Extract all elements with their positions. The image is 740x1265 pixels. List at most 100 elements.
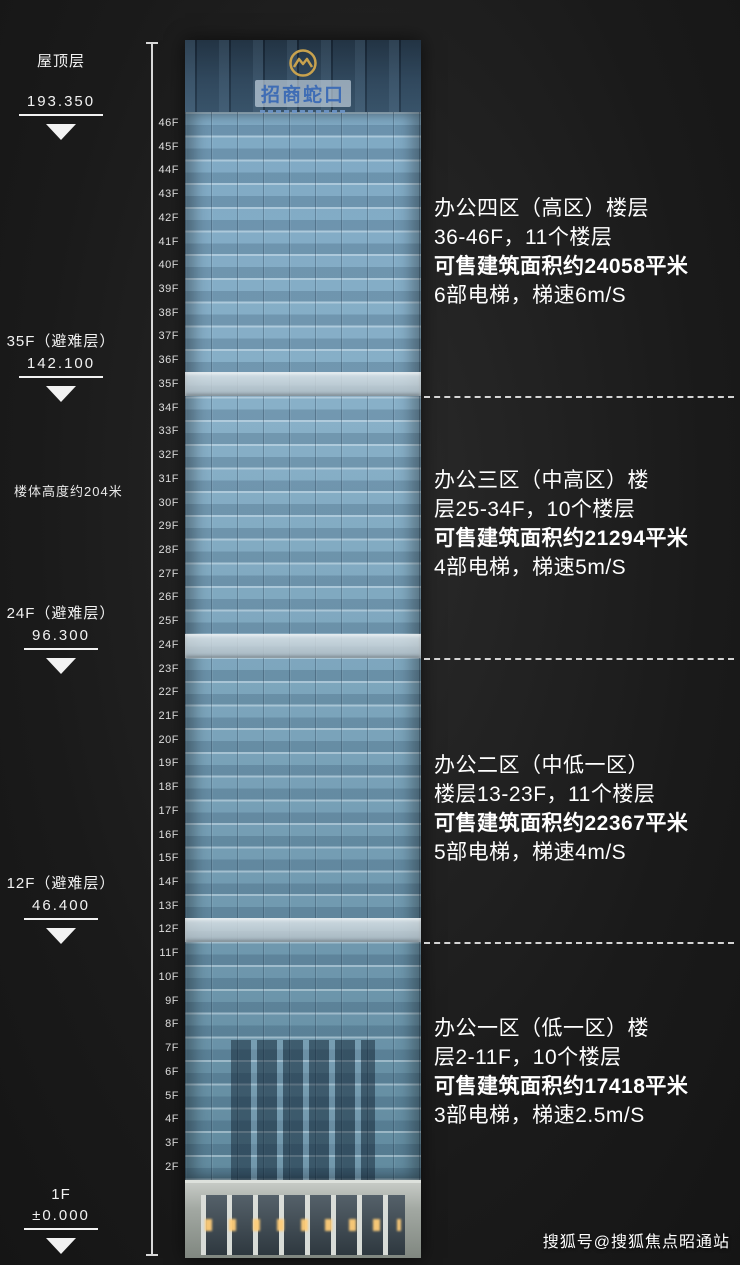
floor-label: 25F [158,615,179,628]
height-marker-label: 屋顶层 [36,53,85,70]
zone-divider-dashed-line [424,942,734,944]
floor-label: 4F [165,1113,179,1126]
floor-label: 23F [158,662,179,675]
building-crown: 招商蛇口 [185,40,421,113]
floor-label: 16F [158,828,179,841]
height-marker-label: 1F [51,1186,71,1203]
tower-facade [185,112,421,1180]
zone-area: 可售建筑面积约22367平米 [434,812,689,835]
floor-label: 10F [158,970,179,983]
zone-area: 可售建筑面积约24058平米 [434,255,689,278]
floor-label: 22F [158,686,179,699]
floor-scale: 46F 45F 44F 43F 42F 41F 40F 39F 38F 37F 36F 35F 34F 3… [154,0,181,1265]
floor-label: 26F [158,591,179,604]
height-marker-label: 12F（避难层） [6,875,116,892]
height-marker-1f: 1F ±0.000 [2,1186,120,1254]
down-arrow-icon [46,928,76,944]
zone-title: 办公三区（中高区）楼 [434,469,649,492]
height-marker-value: 96.300 [24,627,98,650]
floor-label: 6F [165,1065,179,1078]
logo-icon [289,49,317,77]
height-marker-value: ±0.000 [24,1207,98,1230]
height-marker-35f: 35F（避难层） 142.100 [2,330,120,402]
zone-floors: 36-46F，11个楼层 [434,226,613,249]
height-marker-24f: 24F（避难层） 96.300 [2,602,120,674]
floor-label: 31F [158,472,179,485]
floor-label: 29F [158,520,179,533]
floor-label: 36F [158,354,179,367]
refuge-band-24f [185,634,421,658]
zone-divider-dashed-line [424,658,734,660]
zone-floors: 层2-11F，10个楼层 [434,1046,622,1069]
floor-label: 20F [158,733,179,746]
floor-label: 7F [165,1042,179,1055]
height-marker-label: 24F（避难层） [6,605,116,622]
floor-label: 15F [158,852,179,865]
floor-label: 33F [158,425,179,438]
down-arrow-icon [46,386,76,402]
floor-label: 18F [158,781,179,794]
floor-label: 3F [165,1136,179,1149]
height-marker-value: 46.400 [24,897,98,920]
refuge-band-12f [185,918,421,942]
floor-label: 45F [158,140,179,153]
floor-label: 43F [158,188,179,201]
logo-subtext [259,110,346,113]
floor-label: 21F [158,710,179,722]
floor-label: 11F [159,947,179,960]
floor-label: 17F [158,804,179,817]
entrance [201,1195,405,1255]
floor-label: 28F [158,543,179,556]
floor-label: 12F [158,923,179,936]
floor-label: 19F [158,757,179,770]
floor-label: 46F [158,117,179,129]
zone-elevators: 3部电梯，梯速2.5m/S [434,1104,645,1127]
lower-dark-panels [231,1040,375,1180]
zone-info-office-4: 办公四区（高区）楼层 36-46F，11个楼层 可售建筑面积约24058平米 6… [434,194,736,310]
zone-title: 办公四区（高区）楼层 [434,197,649,220]
floor-label: 30F [158,496,179,509]
building-height-note: 楼体高度约204米 [14,484,123,499]
zone-area: 可售建筑面积约21294平米 [434,527,689,550]
floor-label: 9F [165,994,179,1007]
logo: 招商蛇口 [254,48,352,113]
watermark: 搜狐号@搜狐焦点昭通站 [542,1234,730,1251]
height-marker-value: 142.100 [18,355,104,378]
floor-label: 14F [158,876,179,889]
zone-info-office-1: 办公一区（低一区）楼 层2-11F，10个楼层 可售建筑面积约17418平米 3… [434,1014,736,1130]
zone-floors: 楼层13-23F，11个楼层 [434,783,656,806]
dimension-line [146,42,158,1256]
height-marker-roof: 屋顶层 193.350 [2,50,120,140]
zone-elevators: 5部电梯，梯速4m/S [434,841,627,864]
zone-info-office-2: 办公二区（中低一区） 楼层13-23F，11个楼层 可售建筑面积约22367平米… [434,751,736,867]
floor-label: 8F [165,1018,179,1031]
zone-title: 办公二区（中低一区） [434,754,649,777]
floor-label: 37F [158,330,179,343]
floor-label: 38F [158,306,179,319]
refuge-band-35f [185,372,421,396]
zone-area: 可售建筑面积约17418平米 [434,1075,689,1098]
floor-label: 35F [158,377,179,390]
zone-title: 办公一区（低一区）楼 [434,1017,649,1040]
zone-divider-dashed-line [424,396,734,398]
floor-label: 2F [165,1160,179,1173]
floor-label: 44F [158,164,179,177]
floor-label: 39F [158,283,179,296]
zone-elevators: 4部电梯，梯速5m/S [434,556,627,579]
floor-label: 5F [165,1089,179,1102]
floor-label: 41F [158,235,179,248]
floor-label: 27F [158,567,179,580]
podium [185,1180,421,1258]
floor-label: 40F [158,259,179,272]
zone-floors: 层25-34F，10个楼层 [434,498,636,521]
down-arrow-icon [46,658,76,674]
building-illustration: 招商蛇口 [185,40,421,1258]
floor-label: 32F [158,449,179,462]
floor-label: 42F [158,211,179,224]
floor-label: 34F [158,401,179,414]
zone-info-office-3: 办公三区（中高区）楼 层25-34F，10个楼层 可售建筑面积约21294平米 … [434,466,736,582]
floor-label: 13F [158,899,179,912]
down-arrow-icon [46,1238,76,1254]
floor-label: 24F [158,638,179,651]
